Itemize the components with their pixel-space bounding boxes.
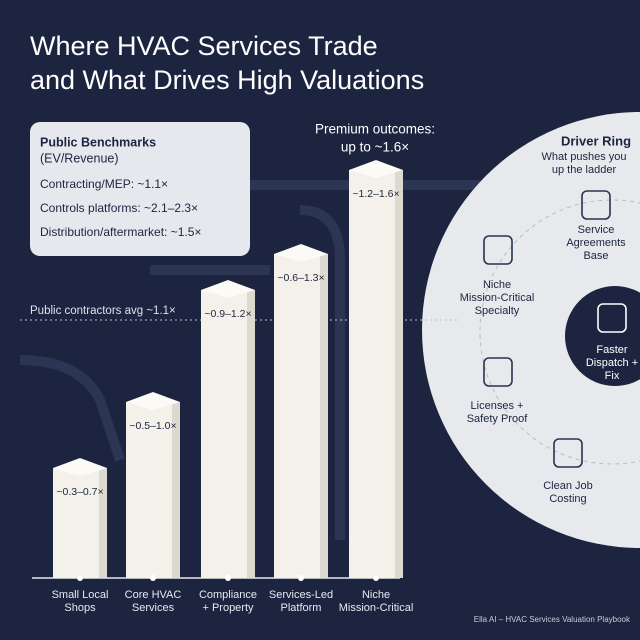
- bar-label: Mission-Critical: [339, 602, 414, 614]
- driver-label: Licenses +: [471, 400, 524, 412]
- driver-label: Mission-Critical: [460, 292, 535, 304]
- ring-hub: [565, 286, 640, 386]
- ring-subtitle: up the ladder: [552, 164, 617, 176]
- bar-cap: [126, 392, 180, 410]
- title: Where HVAC Services Trade: [30, 31, 378, 61]
- bar: [126, 402, 180, 578]
- bar-side: [320, 254, 328, 578]
- ring-title: Driver Ring: [561, 133, 631, 148]
- driver-icon: [553, 438, 583, 468]
- bar-side: [99, 468, 107, 578]
- bar-range: ~0.6–1.3×: [277, 272, 324, 284]
- driver-label: Dispatch +: [586, 357, 638, 369]
- bar-cap: [349, 160, 403, 178]
- driver-label: Clean Job: [543, 480, 593, 492]
- bar-side: [395, 170, 403, 578]
- baseline-dot: [298, 575, 304, 581]
- bar-label: Core HVAC: [125, 589, 182, 601]
- driver-label: Base: [583, 250, 608, 262]
- bar-label: Small Local: [52, 589, 109, 601]
- bar-label: Platform: [281, 602, 322, 614]
- bar-side: [172, 402, 180, 578]
- bar-label: + Property: [202, 602, 254, 614]
- bar-range: ~0.5–1.0×: [129, 420, 176, 432]
- bar-cap: [53, 458, 107, 476]
- bar: [53, 468, 107, 578]
- baseline-dot: [77, 575, 83, 581]
- avg-label: Public contractors avg ~1.1×: [30, 305, 176, 317]
- premium-note: up to ~1.6×: [341, 140, 409, 155]
- bar-label: Compliance: [199, 589, 257, 601]
- bar-cap: [274, 244, 328, 262]
- driver-label: Costing: [549, 493, 586, 505]
- driver-label: Safety Proof: [467, 413, 528, 425]
- bar-range: ~1.2–1.6×: [352, 188, 399, 200]
- benchmark-item: Contracting/MEP: ~1.1×: [40, 177, 168, 191]
- driver-label: Faster: [596, 344, 628, 356]
- bar-label: Shops: [64, 602, 96, 614]
- baseline-dot: [225, 575, 231, 581]
- bar-label: Niche: [362, 589, 390, 601]
- bar-side: [247, 290, 255, 578]
- driver-label: Fix: [605, 370, 620, 382]
- driver-label: Agreements: [566, 237, 626, 249]
- bar: [201, 290, 255, 578]
- premium-note: Premium outcomes:: [315, 122, 435, 137]
- driver-label: Specialty: [475, 305, 520, 317]
- footer: Ella AI – HVAC Services Valuation Playbo…: [474, 615, 631, 624]
- bar-label: Services: [132, 602, 175, 614]
- bar-range: ~0.3–0.7×: [56, 486, 103, 498]
- benchmark-item: Distribution/aftermarket: ~1.5×: [40, 225, 201, 239]
- bar: [349, 170, 403, 578]
- bar: [274, 254, 328, 578]
- driver-icon: [483, 235, 513, 265]
- driver-icon: [483, 357, 513, 387]
- bar-range: ~0.9–1.2×: [204, 308, 251, 320]
- baseline-dot: [373, 575, 379, 581]
- driver-icon: [581, 190, 611, 220]
- title: and What Drives High Valuations: [30, 65, 424, 95]
- driver-label: Niche: [483, 279, 511, 291]
- bar-cap: [201, 280, 255, 298]
- driver-icon: [597, 303, 627, 333]
- benchmark-item: Controls platforms: ~2.1–2.3×: [40, 201, 198, 215]
- driver-label: Service: [578, 224, 615, 236]
- benchmark-box: [30, 122, 250, 256]
- benchmark-heading: (EV/Revenue): [40, 151, 119, 165]
- benchmark-heading: Public Benchmarks: [40, 135, 156, 149]
- driver-ring-bg: [422, 112, 640, 548]
- ring-subtitle: What pushes you: [542, 151, 627, 163]
- baseline-dot: [150, 575, 156, 581]
- bar-label: Services-Led: [269, 589, 333, 601]
